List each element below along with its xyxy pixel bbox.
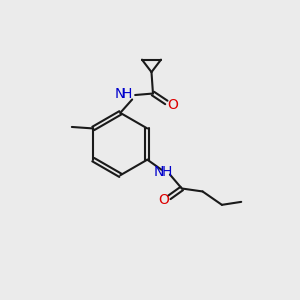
Text: N: N xyxy=(115,86,125,100)
Text: O: O xyxy=(158,193,169,207)
Text: N: N xyxy=(154,165,164,179)
Text: H: H xyxy=(122,86,132,100)
Text: H: H xyxy=(162,165,172,179)
Text: O: O xyxy=(167,98,178,112)
